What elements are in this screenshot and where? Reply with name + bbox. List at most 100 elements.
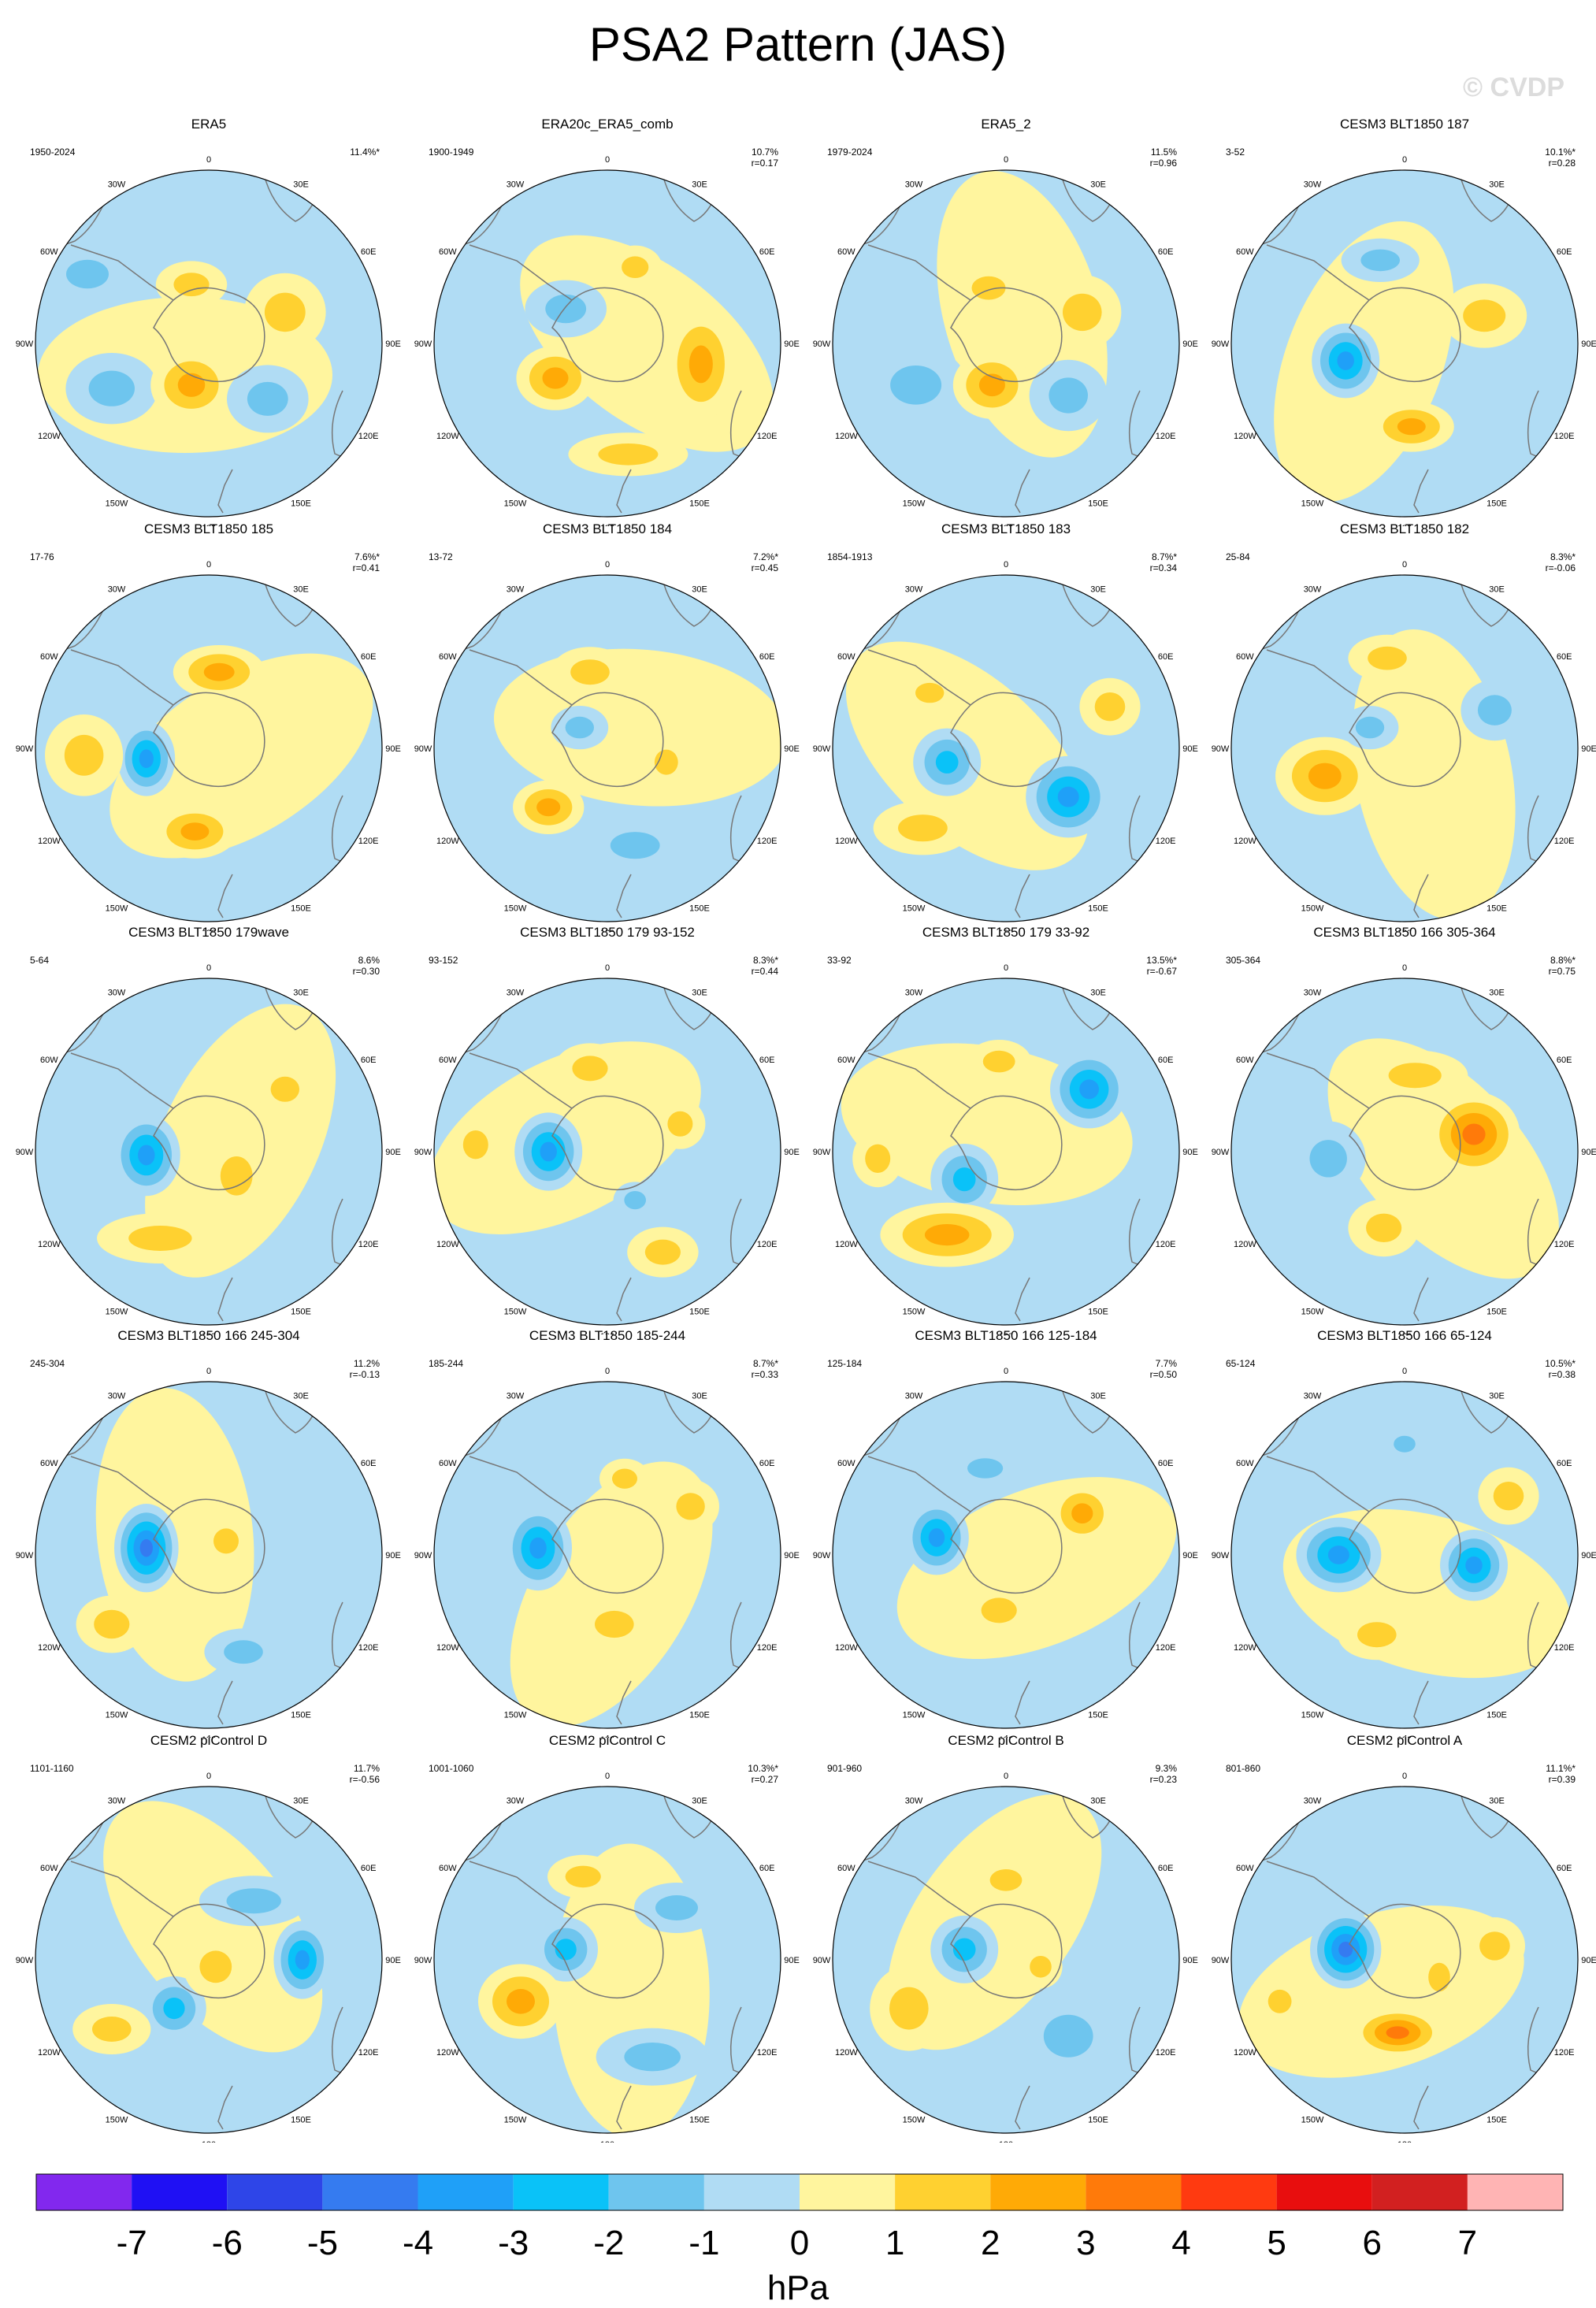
antarctica-coastline [551, 287, 664, 383]
longitude-label: 120W [436, 432, 459, 441]
longitude-label: 120W [835, 2048, 858, 2058]
new-zealand-coastline [217, 1680, 233, 1725]
longitude-label: 180 [999, 524, 1013, 526]
anomaly-contour [624, 2043, 681, 2072]
longitude-label: 30E [692, 180, 707, 189]
colorbar-tick-label: -6 [212, 2224, 243, 2262]
panel-stats: 11.5% r=0.96 [1150, 147, 1177, 169]
longitude-label: 180 [1397, 929, 1412, 931]
longitude-label: 60W [40, 1459, 58, 1468]
longitude-label: 90E [1581, 1956, 1596, 1965]
panel-period: 65-124 [1226, 1358, 1256, 1369]
longitude-label: 150E [1487, 499, 1507, 509]
panel-stats: 11.7% r=-0.56 [350, 1763, 380, 1785]
pattern-correlation: r=0.23 [1149, 1774, 1177, 1785]
colorbar-swatch [1181, 2174, 1277, 2210]
longitude-label: 60W [40, 1864, 58, 1873]
pattern-correlation: r=0.34 [1149, 562, 1177, 573]
anomaly-contour [264, 292, 306, 332]
panel-period: 245-304 [30, 1358, 65, 1369]
longitude-label: 60E [1158, 652, 1174, 662]
anomaly-contour [952, 1167, 976, 1192]
variance-explained: 8.7%* [1151, 551, 1177, 562]
longitude-label: 150E [1487, 904, 1507, 914]
longitude-label: 150E [291, 1308, 311, 1317]
peninsula-coastline [469, 1052, 573, 1109]
pattern-correlation: r=0.45 [751, 562, 778, 573]
map-panel: ERA20c_ERA5_comb 1900-1949 10.7% r=0.17 0 30E… [408, 117, 807, 526]
longitude-label: 90W [1212, 1956, 1230, 1965]
longitude-label: 150E [291, 904, 311, 914]
longitude-label: 90W [1212, 744, 1230, 754]
longitude-label: 30E [293, 1391, 309, 1401]
longitude-label: 120W [38, 1240, 61, 1249]
panel-period: 1001-1060 [429, 1763, 474, 1774]
longitude-label: 30W [507, 180, 525, 189]
anomaly-contour [139, 1538, 153, 1557]
longitude-label: 150W [106, 2116, 128, 2125]
longitude-label: 90E [1182, 1551, 1198, 1560]
colorbar-swatch [990, 2174, 1086, 2210]
longitude-label: 120W [1234, 1240, 1256, 1249]
colorbar-tick-label: 5 [1267, 2224, 1286, 2262]
longitude-label: 150W [106, 1308, 128, 1317]
polar-map: 0 30E 60E 90E 120E 150E 180 150W 120W 90W 60W 30W [1212, 963, 1596, 1334]
anomaly-contour [570, 659, 610, 685]
longitude-label: 90W [414, 1148, 432, 1157]
map-border [832, 1381, 1180, 1729]
anomaly-contour [94, 1609, 130, 1639]
anomaly-contour [247, 381, 288, 416]
anomaly-contour [572, 1056, 608, 1082]
polar-map: 0 30E 60E 90E 120E 150E 180 150W 120W 90W 60W 30W [813, 963, 1198, 1334]
longitude-label: 30W [905, 180, 923, 189]
panel-title: CESM3 BLT1850 166 245-304 [117, 1328, 300, 1343]
longitude-label: 90W [1212, 340, 1230, 349]
antarctica-coastline [551, 692, 664, 788]
panel-title: CESM2 piControl C [548, 1733, 666, 1748]
panel-period: 25-84 [1226, 551, 1250, 562]
longitude-label: 60W [40, 247, 58, 257]
panel-title: CESM3 BLT1850 187 [1339, 117, 1470, 132]
longitude-label: 180 [1397, 2140, 1412, 2143]
longitude-label: 150E [291, 2116, 311, 2125]
colorbar-units: hPa [766, 2269, 830, 2307]
anomaly-contour [1057, 786, 1079, 807]
map-panel: CESM3 BLT1850 182 25-84 8.3%* r=-0.06 0 30E 60… [1205, 521, 1596, 931]
longitude-label: 30W [507, 988, 525, 997]
panel-stats: 13.5%* r=-0.67 [1146, 955, 1177, 977]
anomaly-contour [1397, 417, 1426, 436]
anomaly-contour [270, 1076, 299, 1102]
longitude-label: 0 [605, 1772, 610, 1781]
longitude-label: 60E [1557, 652, 1572, 662]
longitude-label: 60E [1557, 247, 1572, 257]
longitude-label: 30W [507, 584, 525, 594]
anomaly-contour [177, 373, 206, 397]
longitude-label: 150W [903, 904, 926, 914]
longitude-label: 0 [1004, 963, 1008, 973]
map-border [35, 169, 383, 518]
longitude-label: 120E [757, 1240, 778, 1249]
anomaly-contour [1388, 1063, 1442, 1089]
longitude-label: 30E [1489, 584, 1505, 594]
longitude-label: 30W [905, 1391, 923, 1401]
pattern-correlation: r=0.17 [751, 158, 778, 169]
antarctica-coastline [153, 287, 265, 383]
figure-title: PSA2 Pattern (JAS) [588, 18, 1008, 71]
map-panel: CESM3 BLT1850 179wave 5-64 8.6% r=0.30 0 30E 6… [9, 925, 408, 1334]
longitude-label: 120W [835, 1643, 858, 1653]
longitude-label: 150W [106, 1711, 128, 1720]
longitude-label: 0 [206, 1367, 211, 1376]
longitude-label: 120E [1554, 837, 1575, 846]
anomaly-contour [220, 1156, 253, 1196]
panel-title: CESM3 BLT1850 185 [143, 521, 274, 536]
anomaly-contour [1462, 1123, 1486, 1145]
pattern-correlation: r=0.33 [751, 1369, 778, 1380]
longitude-label: 120W [1234, 2048, 1256, 2058]
anomaly-contour [889, 1987, 929, 2030]
longitude-label: 60E [361, 1056, 377, 1065]
peninsula-coastline [1266, 649, 1370, 706]
peninsula-coastline [469, 1456, 573, 1512]
anomaly-contour [981, 1597, 1017, 1623]
longitude-label: 120W [1234, 837, 1256, 846]
peninsula-coastline [70, 1861, 174, 1917]
